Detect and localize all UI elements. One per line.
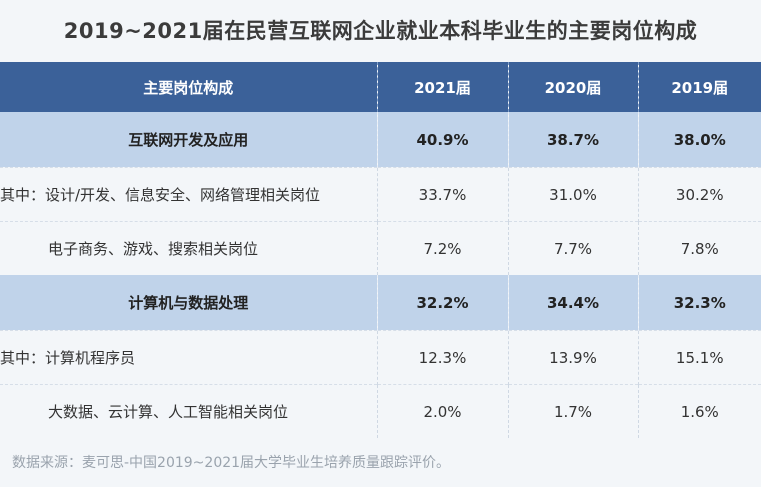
cell-2019: 15.1% — [637, 330, 761, 385]
table-row: 其中：设计/开发、信息安全、网络管理相关岗位 33.7% 31.0% 30.2% — [0, 167, 761, 222]
cell-2019: 7.8% — [637, 221, 761, 275]
table-row: 大数据、云计算、人工智能相关岗位 2.0% 1.7% 1.6% — [0, 384, 761, 438]
row-label: 电子商务、游戏、搜索相关岗位 — [0, 221, 377, 275]
row-label: 计算机与数据处理 — [0, 275, 377, 331]
cell-2020: 34.4% — [507, 275, 638, 331]
table-row: 其中：计算机程序员 12.3% 13.9% 15.1% — [0, 330, 761, 385]
cell-2021: 12.3% — [376, 330, 508, 385]
row-label: 大数据、云计算、人工智能相关岗位 — [0, 384, 377, 438]
cell-2019: 30.2% — [637, 167, 761, 222]
cell-2020: 1.7% — [507, 384, 638, 438]
cell-2021: 40.9% — [376, 112, 508, 168]
cell-2020: 7.7% — [507, 221, 638, 275]
cell-2021: 2.0% — [376, 384, 508, 438]
table-row-category: 互联网开发及应用 40.9% 38.7% 38.0% — [0, 112, 761, 168]
data-source-note: 数据来源：麦可思-中国2019~2021届大学毕业生培养质量跟踪评价。 — [12, 455, 451, 471]
cell-2020: 13.9% — [507, 330, 638, 385]
table-title: 2019~2021届在民营互联网企业就业本科毕业生的主要岗位构成 — [63, 19, 698, 43]
table-row: 电子商务、游戏、搜索相关岗位 7.2% 7.7% 7.8% — [0, 221, 761, 275]
cell-2019: 38.0% — [637, 112, 761, 168]
row-label: 其中：设计/开发、信息安全、网络管理相关岗位 — [0, 167, 377, 222]
cell-2019: 1.6% — [637, 384, 761, 438]
table-row-category: 计算机与数据处理 32.2% 34.4% 32.3% — [0, 275, 761, 331]
cell-2021: 7.2% — [376, 221, 508, 275]
row-label: 互联网开发及应用 — [0, 112, 377, 168]
header-row: 主要岗位构成 2021届 2020届 2019届 — [0, 62, 761, 112]
cell-2020: 31.0% — [507, 167, 638, 222]
header-cell-2021: 2021届 — [376, 62, 508, 112]
header-cell-position: 主要岗位构成 — [0, 62, 377, 112]
cell-2021: 33.7% — [376, 167, 508, 222]
header-cell-2020: 2020届 — [507, 62, 638, 112]
job-composition-table: 主要岗位构成 2021届 2020届 2019届 互联网开发及应用 40.9% … — [0, 62, 761, 438]
header-cell-2019: 2019届 — [637, 62, 761, 112]
cell-2021: 32.2% — [376, 275, 508, 331]
cell-2020: 38.7% — [507, 112, 638, 168]
cell-2019: 32.3% — [637, 275, 761, 331]
row-label: 其中：计算机程序员 — [0, 330, 377, 385]
